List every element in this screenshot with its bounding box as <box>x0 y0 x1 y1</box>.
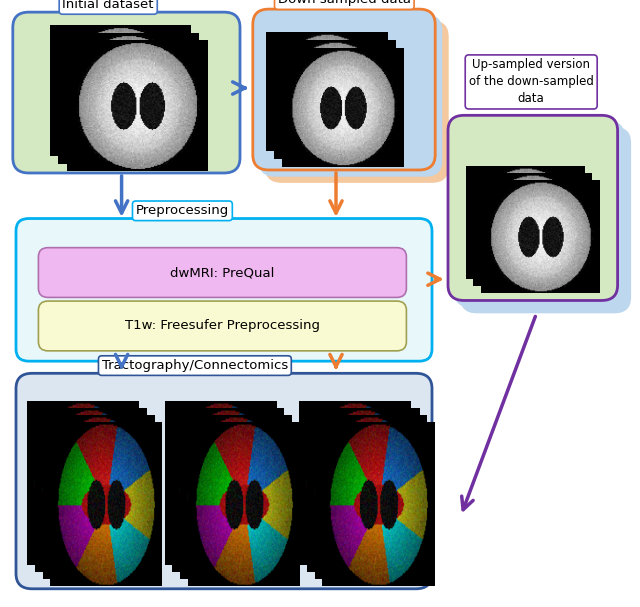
Text: T1w: Freesufer Preprocessing: T1w: Freesufer Preprocessing <box>125 319 320 333</box>
FancyBboxPatch shape <box>253 9 435 170</box>
FancyBboxPatch shape <box>461 127 630 313</box>
FancyBboxPatch shape <box>13 12 240 173</box>
Text: Initial dataset: Initial dataset <box>63 0 154 11</box>
FancyBboxPatch shape <box>38 301 406 351</box>
Text: Preprocessing: Preprocessing <box>136 205 229 217</box>
FancyBboxPatch shape <box>266 21 448 182</box>
Text: dwMRI: PreQual: dwMRI: PreQual <box>170 266 275 279</box>
FancyBboxPatch shape <box>448 115 618 300</box>
FancyBboxPatch shape <box>259 15 442 176</box>
FancyBboxPatch shape <box>454 121 624 307</box>
FancyBboxPatch shape <box>16 219 432 361</box>
Text: Up-sampled version
of the down-sampled
data: Up-sampled version of the down-sampled d… <box>468 58 594 106</box>
FancyBboxPatch shape <box>38 248 406 297</box>
Text: Down sampled data: Down sampled data <box>278 0 411 6</box>
FancyBboxPatch shape <box>16 373 432 589</box>
Text: Tractography/Connectomics: Tractography/Connectomics <box>102 359 288 372</box>
